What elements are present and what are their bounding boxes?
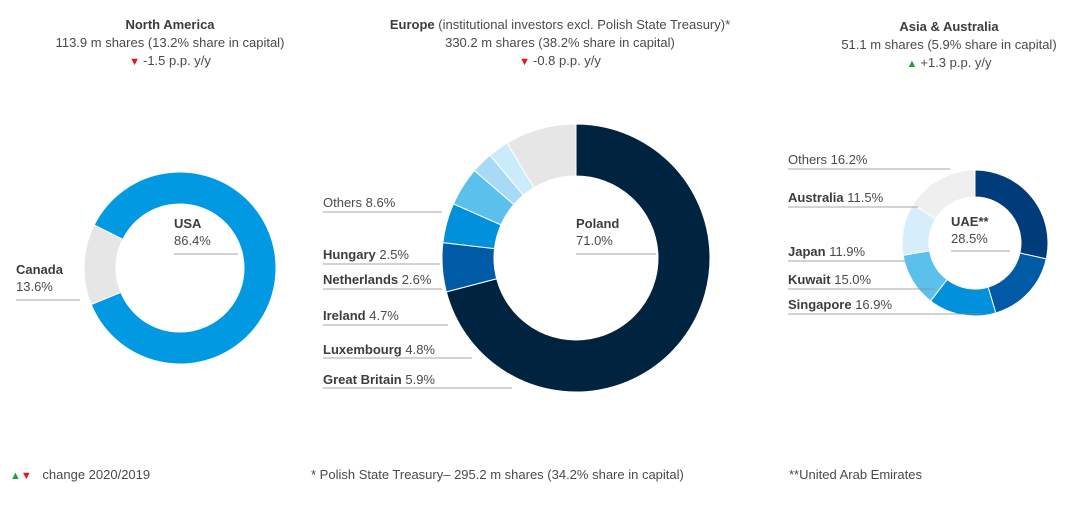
slice-value-others: 8.6%	[362, 195, 396, 210]
slice-label-hungary: Hungary 2.5%	[323, 247, 409, 262]
footer-legend: ▲▼ change 2020/2019	[10, 467, 150, 482]
slice-value-uae: 28.5%	[951, 231, 988, 246]
region-change: +1.3 p.p. y/y	[920, 55, 992, 70]
legend-text: change 2020/2019	[42, 467, 151, 482]
slice-label-japan: Japan 11.9%	[788, 244, 866, 259]
slice-label-uae: UAE**	[951, 214, 990, 229]
slice-value-netherlands: 2.6%	[398, 272, 432, 287]
slice-singapore	[987, 252, 1047, 314]
region-change: -1.5 p.p. y/y	[142, 53, 211, 68]
up-triangle-icon: ▲	[906, 58, 918, 70]
region-title: Europe	[389, 17, 435, 32]
slice-value-canada: 13.6%	[16, 279, 53, 294]
slice-others	[506, 123, 577, 189]
slice-label-canada: Canada	[16, 262, 64, 277]
slice-usa	[90, 171, 277, 365]
slice-label-luxembourg: Luxembourg 4.8%	[323, 342, 435, 357]
slice-label-others: Others 8.6%	[323, 195, 396, 210]
slice-label-ireland: Ireland 4.7%	[323, 308, 399, 323]
donut-north-america: USA 86.4% Canada 13.6%	[16, 171, 277, 365]
region-title: Asia & Australia	[899, 19, 999, 34]
slice-label-poland: Poland	[576, 216, 619, 231]
slice-value-poland: 71.0%	[576, 233, 613, 248]
region-shares: 330.2 m shares (38.2% share in capital)	[445, 35, 675, 50]
slice-label-kuwait: Kuwait 15.0%	[788, 272, 872, 287]
slice-value-singapore: 16.9%	[852, 297, 893, 312]
slice-value-australia: 11.5%	[844, 190, 884, 205]
region-change: -0.8 p.p. y/y	[532, 53, 601, 68]
slice-poland	[445, 123, 711, 393]
region-shares: 51.1 m shares (5.9% share in capital)	[841, 37, 1057, 52]
region-title-note: (institutional investors excl. Polish St…	[438, 17, 731, 32]
up-triangle-icon: ▲	[10, 470, 21, 482]
donut-asia-australia: UAE** 28.5% Singapore 16.9% Kuwait 15.0% Jap…	[788, 152, 1049, 317]
region-title: North America	[125, 17, 215, 32]
slice-label-netherlands: Netherlands 2.6%	[323, 272, 432, 287]
slice-label-others: Others 16.2%	[788, 152, 868, 167]
region-shares: 113.9 m shares (13.2% share in capital)	[55, 35, 285, 50]
down-triangle-icon: ▼	[20, 470, 32, 482]
header-north-america: North America 113.9 m shares (13.2% shar…	[20, 16, 320, 71]
slice-value-hungary: 2.5%	[376, 247, 410, 262]
slice-value-kuwait: 15.0%	[831, 272, 872, 287]
footnote-uae: **United Arab Emirates	[789, 467, 922, 482]
slice-canada	[83, 224, 124, 306]
down-triangle-icon: ▼	[519, 56, 530, 68]
slice-value-others: 16.2%	[827, 152, 868, 167]
slice-others	[912, 169, 976, 220]
header-asia-australia: Asia & Australia 51.1 m shares (5.9% sha…	[820, 18, 1078, 73]
slice-value-luxembourg: 4.8%	[402, 342, 436, 357]
footnote-treasury: * Polish State Treasury– 295.2 m shares …	[311, 467, 684, 482]
header-europe: Europe (institutional investors excl. Po…	[340, 16, 780, 71]
slice-value-usa: 86.4%	[174, 233, 211, 248]
slice-value-ireland: 4.7%	[366, 308, 400, 323]
slice-label-australia: Australia 11.5%	[788, 190, 884, 205]
slice-value-japan: 11.9%	[826, 244, 866, 259]
slice-label-usa: USA	[174, 216, 202, 231]
donut-europe: Poland 71.0% Great Britain 5.9% Luxembourg …	[323, 123, 711, 393]
slice-label-singapore: Singapore 16.9%	[788, 297, 892, 312]
slice-value-great-britain: 5.9%	[402, 372, 436, 387]
down-triangle-icon: ▼	[129, 56, 140, 68]
slice-label-great-britain: Great Britain 5.9%	[323, 372, 435, 387]
